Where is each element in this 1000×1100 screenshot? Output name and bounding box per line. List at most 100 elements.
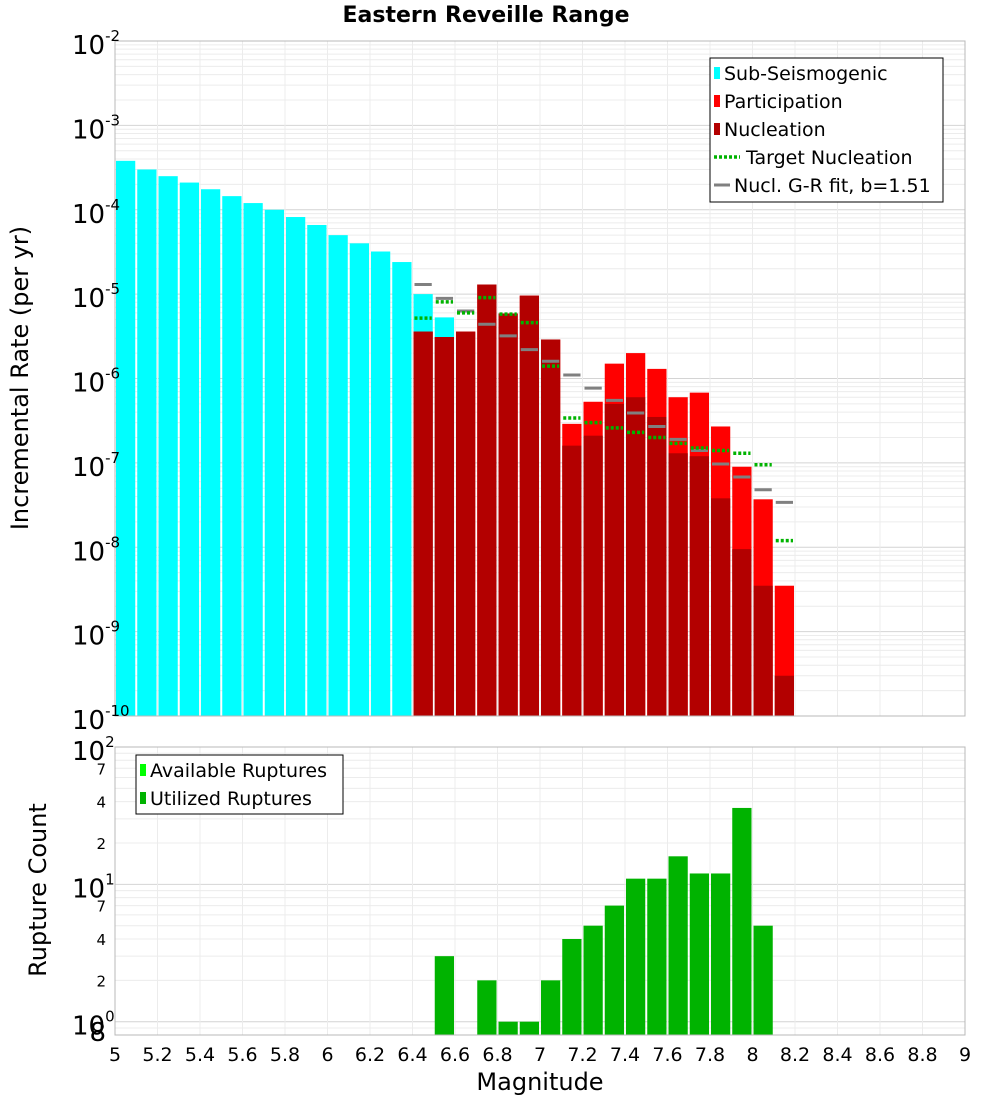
nucleation-bar [583, 435, 603, 716]
utilized-ruptures-bar [604, 905, 624, 1035]
x-tick-label: 5.4 [185, 1044, 215, 1066]
x-tick-label: 6 [321, 1044, 333, 1066]
legend-label: Available Ruptures [150, 760, 327, 782]
utilized-ruptures-bar [711, 873, 731, 1035]
nucleation-bar [647, 416, 667, 716]
x-tick-label: 7 [534, 1044, 546, 1066]
count-y-tick-exponent: 1 [105, 870, 115, 888]
rate-y-tick-label: 10-6 [72, 365, 120, 399]
nucleation-bar [413, 331, 433, 716]
rate-y-tick-label: 10-7 [72, 449, 120, 483]
x-tick-label: 6.8 [482, 1044, 512, 1066]
nucleation-bar [753, 585, 773, 716]
rate-y-tick-base: 10 [72, 31, 105, 61]
x-tick-label: 6.4 [397, 1044, 427, 1066]
rate-y-tick-label: 10-5 [72, 280, 120, 314]
count-y-tick-label: 100 [72, 1008, 115, 1042]
rate-panel: 10-210-310-410-510-610-710-810-910-10Sub… [72, 27, 966, 736]
rate-y-tick-exponent: -2 [105, 27, 120, 45]
count-y-minor-label: 2 [96, 835, 106, 853]
x-axis-label: Magnitude [476, 1068, 603, 1096]
nucleation-bar [562, 445, 582, 716]
count-y-minor-label: 7 [96, 898, 106, 916]
rate-y-tick-label: 10-9 [72, 618, 120, 652]
utilized-ruptures-bar [753, 925, 773, 1035]
sub-seismogenic-bar [201, 189, 221, 717]
count-y-minor-label: 4 [96, 794, 106, 812]
x-tick-label: 7.8 [695, 1044, 725, 1066]
sub-seismogenic-bar [328, 235, 348, 716]
rate-y-tick-exponent: -4 [105, 196, 120, 214]
nucleation-bar [711, 498, 731, 716]
sub-seismogenic-bar [307, 224, 327, 716]
x-tick-label: 8.6 [865, 1044, 895, 1066]
utilized-ruptures-bar [477, 980, 497, 1035]
legend-label: Utilized Ruptures [150, 788, 312, 810]
rate-y-tick-base: 10 [72, 115, 105, 145]
nucleation-bar [689, 456, 709, 716]
rate-y-tick-exponent: -8 [105, 533, 120, 551]
legend-label: Participation [724, 91, 843, 113]
sub-seismogenic-bar [116, 160, 136, 717]
sub-seismogenic-bar [222, 196, 242, 716]
legend-swatch [714, 67, 720, 79]
x-tick-label: 6.2 [355, 1044, 385, 1066]
rate-y-tick-label: 10-8 [72, 533, 120, 567]
utilized-ruptures-bar [541, 980, 561, 1035]
rate-y-tick-label: 10-3 [72, 111, 120, 145]
count-y-minor-label: 2 [96, 972, 106, 990]
sub-seismogenic-bar [286, 217, 306, 716]
rate-legend-box [709, 57, 944, 203]
x-tick-label: 8 [746, 1044, 758, 1066]
rate-y-tick-exponent: -7 [105, 449, 120, 467]
count-legend-box [135, 754, 344, 815]
count-y-tick-base: 10 [72, 1012, 105, 1042]
utilized-ruptures-bar [689, 873, 709, 1035]
rate-y-tick-base: 10 [72, 200, 105, 230]
count-y-tick-base: 10 [72, 874, 105, 904]
legend-swatch [714, 123, 720, 135]
utilized-ruptures-bar [626, 878, 646, 1035]
rate-y-tick-exponent: -9 [105, 618, 120, 636]
utilized-ruptures-bar [519, 1021, 539, 1035]
rate-y-tick-base: 10 [72, 453, 105, 483]
rate-y-tick-base: 10 [72, 284, 105, 314]
utilized-ruptures-bar [498, 1021, 518, 1035]
sub-seismogenic-bar [264, 209, 284, 716]
legend-label: Sub-Seismogenic [724, 63, 888, 85]
rate-y-tick-label: 10-2 [72, 27, 120, 61]
legend-swatch [714, 95, 720, 107]
utilized-ruptures-bar [434, 956, 454, 1035]
rate-y-tick-exponent: -3 [105, 111, 120, 129]
x-tick-label: 8.4 [822, 1044, 852, 1066]
nucleation-bar [774, 675, 794, 716]
nucleation-bar [626, 397, 646, 716]
utilized-ruptures-bar [647, 878, 667, 1035]
rate-y-tick-label: 10-4 [72, 196, 120, 230]
count-y-tick-label: 101 [72, 870, 115, 904]
legend-label: Target Nucleation [745, 147, 913, 169]
rate-y-tick-base: 10 [72, 537, 105, 567]
y-axis-label-rate: Incremental Rate (per yr) [6, 226, 34, 530]
utilized-ruptures-bar [583, 925, 603, 1035]
rate-legend: Sub-Seismogenic Participation Nucleation Ta… [709, 57, 944, 203]
x-tick-label: 7.6 [652, 1044, 682, 1066]
count-legend: Available Ruptures Utilized Ruptures [135, 754, 344, 815]
legend-label: Nucl. G-R fit, b=1.51 [734, 175, 931, 197]
nucleation-bar [604, 403, 624, 716]
x-tick-label: 5.8 [270, 1044, 300, 1066]
sub-seismogenic-bar [243, 203, 263, 716]
nucleation-bar [732, 549, 752, 716]
x-tick-label: 8.2 [780, 1044, 810, 1066]
sub-seismogenic-bar [158, 176, 178, 716]
nucleation-bar [456, 331, 476, 716]
utilized-ruptures-bar [562, 939, 582, 1035]
nucleation-bar [668, 453, 688, 716]
nucleation-bar [541, 339, 561, 716]
count-y-tick-exponent: 0 [105, 1008, 115, 1026]
rate-y-tick-exponent: -6 [105, 365, 120, 383]
rate-y-tick-base: 10 [72, 706, 105, 736]
count-y-tick-base: 10 [72, 737, 105, 767]
